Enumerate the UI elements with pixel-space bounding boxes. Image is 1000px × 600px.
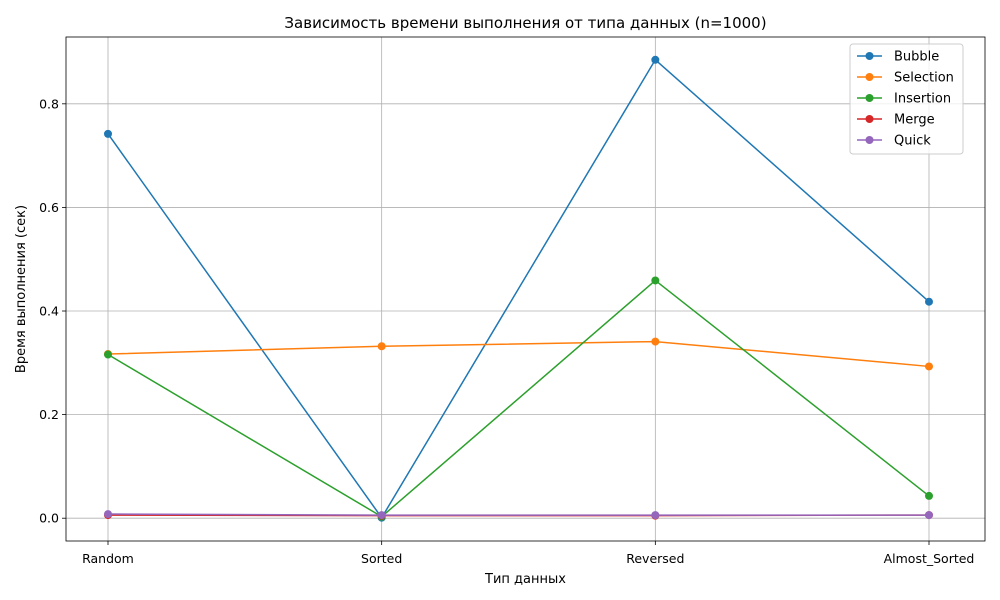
x-axis-label: Тип данных [484,572,566,587]
legend-box [849,43,964,155]
legend-marker-bubble [865,52,874,60]
y-tick-label: 0.6 [39,200,59,215]
x-tick-label: Reversed [626,551,684,566]
legend-label-bubble: Bubble [894,50,939,65]
data-point-insertion [925,491,933,500]
plot-frame [65,36,986,542]
data-point-selection [377,342,386,351]
legend-marker-merge [865,115,874,123]
series-line-quick [107,513,929,516]
legend-marker-quick [865,136,874,144]
data-point-bubble [651,55,660,64]
data-point-selection [651,337,660,346]
data-point-quick [377,511,386,520]
chart-title: Зависимость времени выполнения от типа д… [284,14,766,32]
legend-marker-insertion [865,94,874,102]
legend: Bubble Selection Insertion Merge Quick [849,43,964,155]
axis-ticks: Random Sorted Reversed Almost_Sorted 0.0 0.2 0… [39,96,974,566]
legend-label-selection: Selection [894,71,954,86]
y-tick-label: 0.4 [39,304,59,319]
y-tick-label: 0.0 [39,511,59,526]
series-line-bubble [107,59,930,519]
data-point-quick [651,511,660,520]
legend-marker-selection [865,73,874,81]
legend-label-insertion: Insertion [894,92,951,107]
data-point-insertion [651,276,660,285]
series-layer [104,55,933,522]
legend-label-merge: Merge [894,113,935,128]
data-point-bubble [104,129,112,138]
data-point-quick [925,511,933,520]
series-line-selection [107,340,930,368]
legend-label-quick: Quick [894,134,931,149]
x-tick-label: Almost_Sorted [884,551,975,566]
y-tick-label: 0.8 [39,96,59,111]
data-point-selection [925,362,933,371]
x-tick-label: Sorted [361,551,402,566]
series-line-insertion [107,279,930,518]
y-tick-label: 0.2 [39,407,59,422]
plot-area [66,37,985,541]
grid-lines [66,37,985,541]
x-tick-label: Random [82,551,134,566]
y-axis-label: Время выполнения (сек) [14,205,29,373]
data-point-quick [104,510,112,519]
data-point-bubble [925,297,933,306]
data-point-insertion [104,350,112,359]
